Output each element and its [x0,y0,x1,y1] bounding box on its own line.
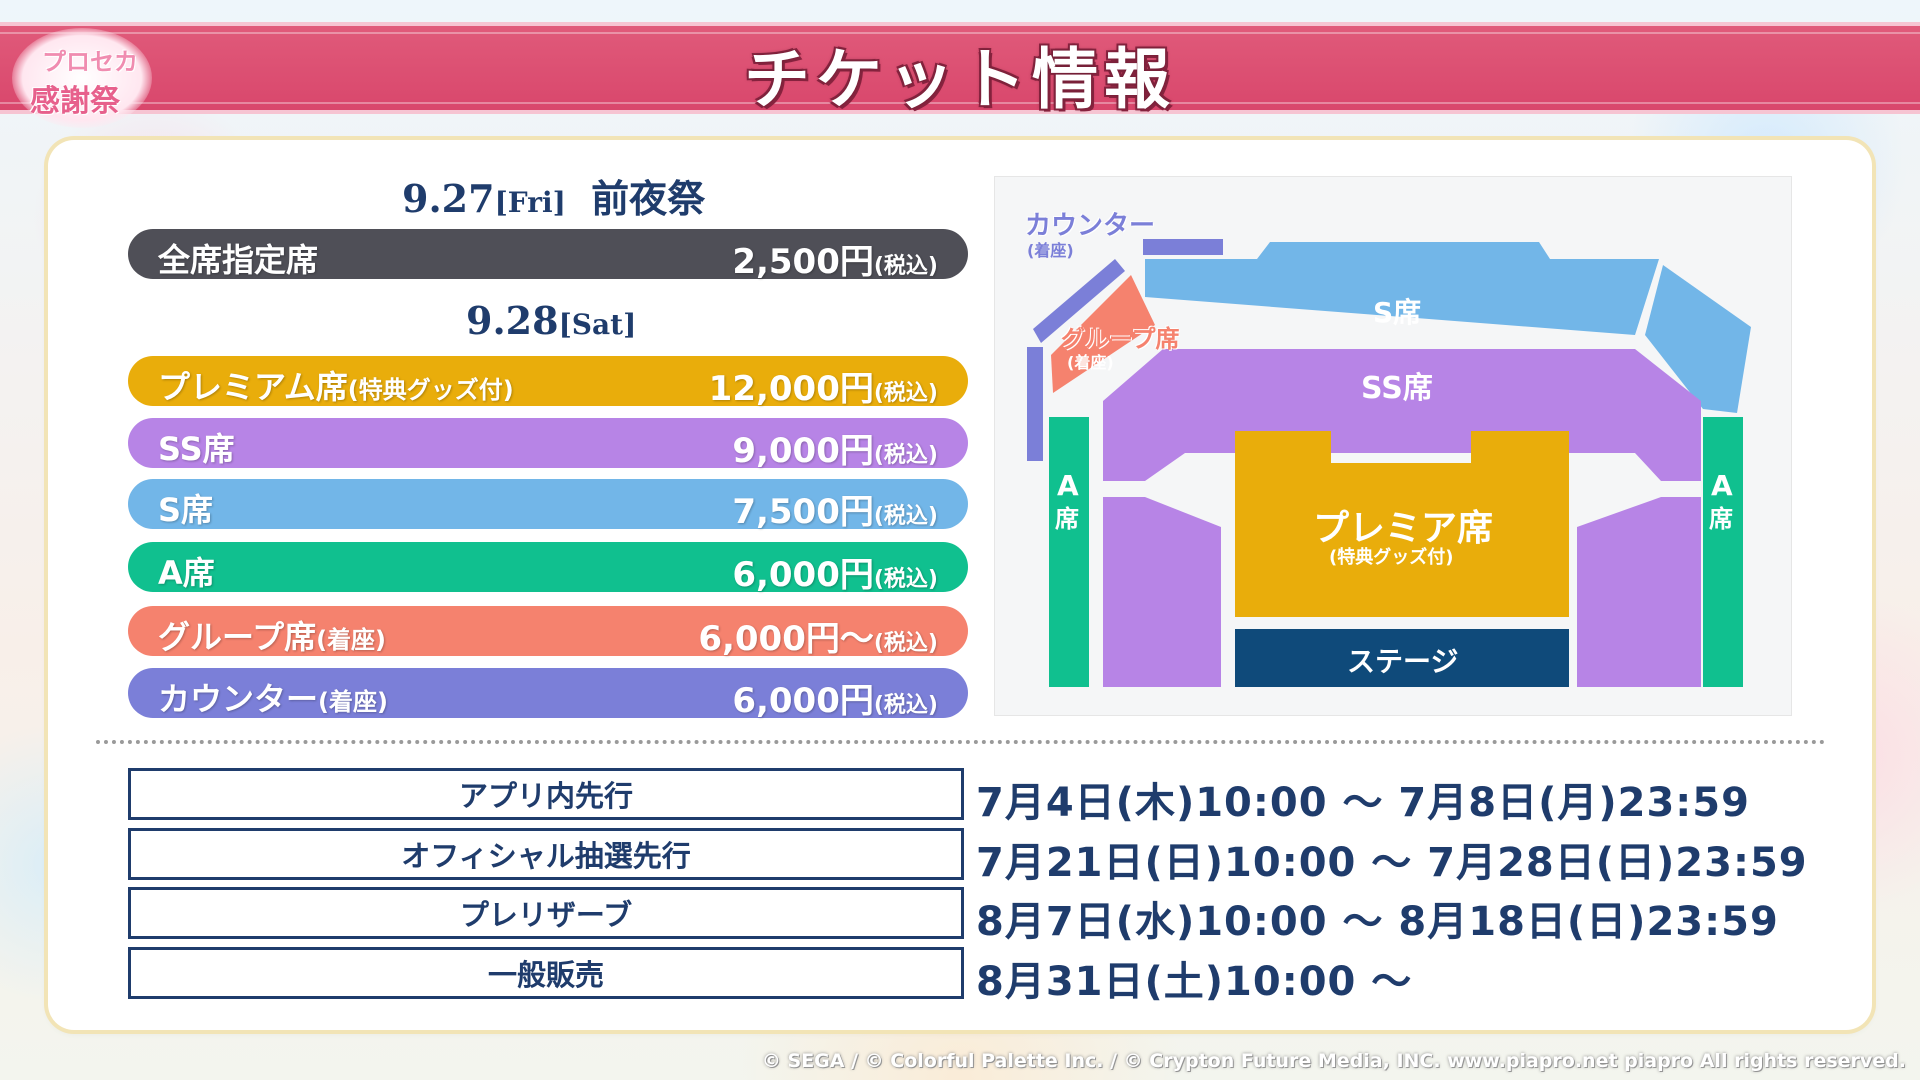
day2-ticket-row: SS席 9,000円(税込) [128,418,968,471]
ss-seat-lower-left [1103,497,1221,687]
day2-heading: 9.28[Sat] [466,298,636,343]
a-seat-right-label-bottom: 席 [1709,505,1733,533]
group-label: グループ席 [1061,325,1180,353]
s-seat-block [1145,242,1659,335]
ticket-price-text: 9,000円 [732,431,874,471]
schedule-value: 7月21日(日)10:00 ～ 7月28日(日)23:59 [976,840,1808,886]
stage-block [1235,629,1569,687]
ticket-name-text: グループ席 [158,618,317,656]
ticket-price: 2,500円(税込) [732,234,938,283]
ticket-price-text: 12,000円 [708,369,874,409]
ticket-price-text: 6,000円～ [698,619,874,659]
header-band [0,22,1920,114]
premium-seat-label: プレミア席 [1313,508,1494,549]
ticket-price: 12,000円(税込) [709,361,938,410]
day2-ticket-row: プレミアム席(特典グッズ付) 12,000円(税込) [128,356,968,409]
ticket-name-text: カウンター [158,680,319,718]
ticket-price: 9,000円(税込) [732,423,938,472]
ss-seat-label: SS席 [1361,371,1433,406]
seat-map-graphic [1027,239,1751,687]
ticket-price-text: 6,000円 [732,555,874,595]
counter-diagonal [1033,259,1125,343]
ticket-name-note: (特典グッズ付) [347,376,514,404]
ticket-name-text: S席 [158,491,214,529]
schedule-value: 8月31日(土)10:00 ～ [976,959,1413,1005]
ticket-price-text: 6,000円 [732,681,874,721]
ss-seat-lower-right [1577,497,1701,687]
ticket-name: カウンター(着座) [158,674,388,720]
group-seat-block [1051,275,1155,393]
day1-weekday: [Fri] [494,186,566,219]
s-seat-right-wing [1645,265,1751,413]
schedule-label: オフィシャル抽選先行 [128,828,964,880]
day2-weekday: [Sat] [558,308,637,341]
premium-seat-note: (特典グッズ付) [1329,547,1454,568]
day2-ticket-row: カウンター(着座) 6,000円(税込) [128,668,968,721]
ticket-price: 6,000円(税込) [732,547,938,596]
logo-text-bottom: 感謝祭 [30,84,120,119]
ticket-tax-note: (税込) [873,567,938,592]
s-seat-label: S席 [1373,296,1422,329]
ticket-price: 6,000円(税込) [732,673,938,722]
ticket-name: プレミアム席(特典グッズ付) [158,362,514,408]
page-title: チケット情報 [744,40,1176,118]
logo-text-top: プロセカ [42,48,138,76]
day1-heading: 9.27[Fri] 前夜祭 [402,168,705,223]
ticket-tax-note: (税込) [873,254,938,279]
a-seat-left-label-bottom: 席 [1055,505,1079,533]
counter-note: (着座) [1027,241,1074,260]
a-seat-right [1703,417,1743,687]
day1-ticket-row: 全席指定席 2,500円(税込) [128,229,968,282]
event-logo: プロセカ 感謝祭 [12,28,152,128]
ticket-tax-note: (税込) [873,443,938,468]
day2-date: 9.28 [466,298,559,343]
ticket-price-text: 7,500円 [732,492,874,532]
ticket-price: 7,500円(税込) [732,484,938,533]
ticket-tax-note: (税込) [873,381,938,406]
a-seat-left-label-top: A [1057,469,1079,502]
group-note: (着座) [1067,353,1114,372]
ticket-tax-note: (税込) [873,631,938,656]
ticket-name: SS席 [158,424,235,470]
schedule-label: 一般販売 [128,947,964,999]
stage-label: ステージ [1347,645,1459,678]
schedule-label: プレリザーブ [128,887,964,939]
ticket-name-text: プレミアム席 [158,368,348,406]
counter-label: カウンター [1025,211,1156,241]
day2-ticket-row: S席 7,500円(税込) [128,479,968,532]
seat-map: カウンター (着座) グループ席 (着座) S席 SS席 プレミア席 (特典グッ… [994,176,1792,716]
a-seat-right-label-top: A [1711,469,1733,502]
day2-ticket-row: A席 6,000円(税込) [128,542,968,595]
ticket-price: 6,000円～(税込) [698,611,938,660]
ticket-name: S席 [158,485,213,531]
day2-ticket-row: グループ席(着座) 6,000円～(税込) [128,606,968,659]
premium-seat-block [1235,431,1569,617]
ticket-tax-note: (税込) [873,504,938,529]
ticket-price-text: 2,500円 [732,242,874,282]
ticket-name-text: 全席指定席 [158,241,319,279]
schedule-label: アプリ内先行 [128,768,964,820]
ticket-name: グループ席(着座) [158,612,386,658]
counter-left-bar [1027,347,1043,461]
schedule-value: 7月4日(木)10:00 ～ 7月8日(月)23:59 [976,780,1750,826]
copyright-notice: © SEGA / © Colorful Palette Inc. / © Cry… [761,1050,1906,1072]
counter-top-bar [1143,239,1223,255]
ticket-name-note: (着座) [318,688,388,716]
a-seat-left [1049,417,1089,687]
ticket-name: A席 [158,548,215,594]
ticket-name-text: SS席 [158,430,235,468]
ticket-name: 全席指定席 [158,235,318,281]
day1-event: 前夜祭 [591,176,706,221]
ticket-name-text: A席 [158,554,215,592]
ticket-tax-note: (税込) [873,693,938,718]
day1-date: 9.27 [402,176,495,221]
schedule-value: 8月7日(水)10:00 ～ 8月18日(日)23:59 [976,899,1779,945]
section-divider [96,740,1826,744]
ticket-name-note: (着座) [316,626,387,654]
